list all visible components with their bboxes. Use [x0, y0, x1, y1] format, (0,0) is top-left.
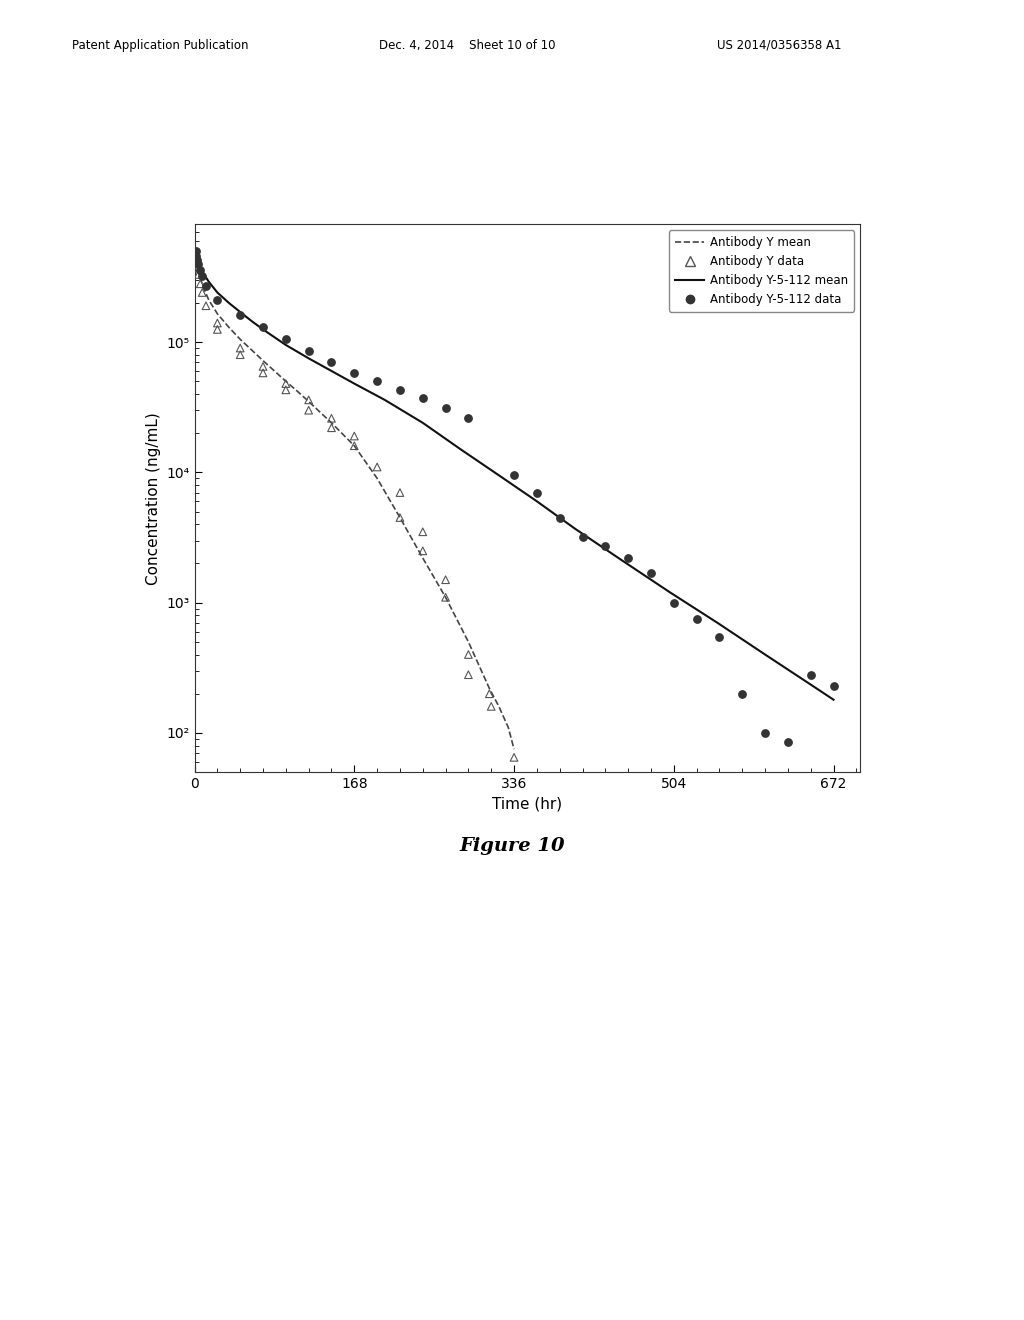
- Point: [483, 696, 500, 717]
- Point: [506, 747, 522, 768]
- Point: [255, 356, 271, 378]
- Point: [190, 264, 207, 285]
- Point: [232, 305, 249, 326]
- Point: [481, 684, 498, 705]
- Point: [255, 317, 271, 338]
- Point: [194, 282, 210, 304]
- Point: [712, 626, 728, 647]
- Point: [597, 536, 613, 557]
- Point: [193, 273, 209, 294]
- Point: [460, 644, 476, 665]
- Point: [188, 246, 205, 267]
- Point: [415, 521, 431, 543]
- Point: [278, 374, 294, 395]
- Y-axis label: Concentration (ng/mL): Concentration (ng/mL): [145, 412, 161, 585]
- Point: [189, 249, 206, 271]
- Point: [643, 562, 659, 583]
- Point: [198, 296, 214, 317]
- Point: [552, 507, 568, 528]
- Text: US 2014/0356358 A1: US 2014/0356358 A1: [717, 38, 842, 51]
- Point: [324, 408, 340, 429]
- Point: [255, 362, 271, 383]
- Point: [209, 319, 225, 341]
- Point: [190, 253, 207, 275]
- Point: [187, 247, 204, 268]
- Point: [369, 371, 385, 392]
- Point: [232, 345, 249, 366]
- Point: [803, 664, 819, 685]
- Point: [324, 351, 340, 372]
- Text: Dec. 4, 2014    Sheet 10 of 10: Dec. 4, 2014 Sheet 10 of 10: [379, 38, 555, 51]
- Legend: Antibody Y mean, Antibody Y data, Antibody Y-5-112 mean, Antibody Y-5-112 data: Antibody Y mean, Antibody Y data, Antibo…: [669, 230, 854, 312]
- X-axis label: Time (hr): Time (hr): [493, 796, 562, 812]
- Text: Figure 10: Figure 10: [459, 837, 565, 855]
- Point: [757, 722, 773, 743]
- Point: [300, 389, 316, 411]
- Point: [734, 684, 751, 705]
- Point: [194, 265, 210, 286]
- Point: [189, 257, 206, 279]
- Point: [666, 593, 682, 614]
- Point: [278, 329, 294, 350]
- Point: [437, 397, 454, 418]
- Point: [392, 482, 409, 503]
- Point: [415, 388, 431, 409]
- Point: [209, 289, 225, 310]
- Point: [209, 313, 225, 334]
- Point: [193, 259, 209, 280]
- Point: [779, 731, 796, 752]
- Point: [324, 417, 340, 438]
- Point: [460, 664, 476, 685]
- Point: [688, 609, 705, 630]
- Point: [437, 586, 454, 607]
- Point: [300, 400, 316, 421]
- Text: Patent Application Publication: Patent Application Publication: [72, 38, 248, 51]
- Point: [300, 341, 316, 362]
- Point: [415, 540, 431, 561]
- Point: [346, 425, 362, 446]
- Point: [187, 240, 204, 261]
- Point: [369, 457, 385, 478]
- Point: [232, 338, 249, 359]
- Point: [528, 482, 545, 503]
- Point: [460, 408, 476, 429]
- Point: [437, 569, 454, 590]
- Point: [620, 548, 636, 569]
- Point: [346, 362, 362, 383]
- Point: [392, 379, 409, 400]
- Point: [346, 436, 362, 457]
- Point: [188, 253, 205, 275]
- Point: [506, 465, 522, 486]
- Point: [198, 276, 214, 297]
- Point: [278, 379, 294, 400]
- Point: [392, 507, 409, 528]
- Point: [574, 527, 591, 548]
- Point: [825, 676, 842, 697]
